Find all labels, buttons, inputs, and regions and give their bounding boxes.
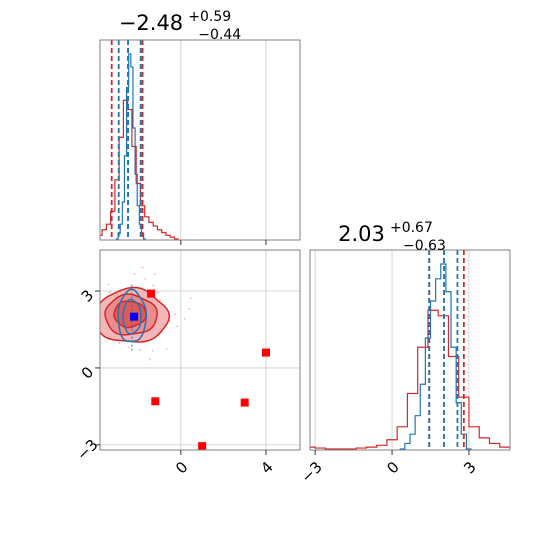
panel-b-scatter-dot — [118, 342, 121, 344]
panel-b-scatter-dot — [138, 349, 141, 352]
panel-c-hist-series-0 — [399, 263, 472, 450]
blue-point — [130, 312, 139, 321]
red-point-1 — [261, 348, 270, 357]
panel-b-scatter-dot — [87, 349, 89, 351]
panel-b-ytick-label-1: 0 — [78, 363, 97, 382]
panel-b-scatter-dot — [133, 272, 136, 275]
panel-joint: 0 4 −3 0 3 — [65, 249, 301, 478]
red-point-2 — [151, 397, 160, 406]
panel-a-title-main: −2.48 — [119, 11, 183, 35]
panel-b-scatter-dot — [151, 349, 154, 352]
panel-c-tick-marks — [314, 450, 470, 455]
panel-b-scatter-dot — [65, 305, 67, 307]
panel-param2-marginal: −3 0 3 2.03 +0.67 −0.63 — [298, 217, 511, 486]
panel-b-scatter-dot — [183, 317, 186, 320]
panel-b-scatter-dot — [96, 285, 98, 287]
panel-b-scatter-dot — [107, 283, 110, 286]
panel-c-histograms — [310, 263, 510, 450]
panel-b-scatter-dot — [174, 313, 177, 315]
panel-b-scatter-dot — [141, 266, 144, 269]
panel-a-title: −2.48 +0.59 −0.44 — [119, 6, 241, 43]
panel-c-xtick-label-2: 3 — [460, 458, 479, 477]
panel-b-scatter-dot — [108, 291, 111, 294]
panel-b-blue-contour-outer — [117, 288, 148, 343]
panel-b-scatter-dot — [148, 358, 151, 361]
panel-c-title-main: 2.03 — [338, 222, 385, 246]
panel-b-scatter-dot — [89, 330, 91, 332]
panel-b-scatter-dot — [78, 329, 80, 331]
panel-b-scatter-dot — [74, 296, 76, 298]
panel-b-scatter-dot — [93, 315, 95, 317]
panel-b-ytick-label-0: −3 — [73, 436, 101, 464]
panel-b-background — [100, 250, 300, 450]
panel-b-scatter-dot — [144, 278, 147, 280]
panel-c-frame — [309, 249, 511, 451]
panel-b-scatter-dot — [80, 339, 82, 341]
panel-b-frame — [99, 249, 301, 451]
panel-c-xtick-label-1: 0 — [383, 458, 402, 477]
red-point-0 — [147, 289, 156, 298]
panel-b-scatter-dot — [188, 308, 191, 310]
panel-a-title-sup: +0.59 — [188, 9, 231, 25]
panel-b-tick-marks — [95, 290, 267, 455]
panel-b-points — [130, 289, 270, 450]
panel-b-scatter-dot — [157, 291, 160, 294]
panel-a-hist-series-1 — [100, 99, 179, 240]
panel-c-title: 2.03 +0.67 −0.63 — [338, 217, 446, 254]
panel-b-scatter-dot — [152, 284, 155, 287]
panel-a-grid — [180, 40, 267, 240]
red-point-3 — [240, 398, 249, 407]
panel-c-background — [310, 250, 510, 450]
panel-b-scatter-dot — [153, 273, 156, 275]
panel-b-scatter-dot — [159, 298, 161, 301]
panel-b-xtick-label-1: 4 — [257, 458, 276, 477]
panel-c-title-sub: −0.63 — [403, 238, 446, 254]
panel-b-scatter-dot — [92, 338, 94, 340]
panel-a-tick-marks — [180, 240, 267, 245]
panel-c-tick-labels: −3 0 3 — [298, 458, 480, 486]
panel-c-title-sup: +0.67 — [390, 220, 433, 236]
panel-b-blue-contour-inner — [122, 298, 142, 335]
panel-b-ytick-label-2: 3 — [78, 286, 97, 305]
panel-a-frame — [99, 39, 301, 241]
panel-a-quantile-lines — [110, 40, 144, 240]
panel-b-scatter-dot — [189, 297, 192, 299]
panel-b-xtick-label-0: 0 — [172, 458, 191, 477]
panel-a-background — [100, 40, 300, 240]
panel-a-title-sub: −0.44 — [198, 27, 241, 43]
red-point-4 — [198, 442, 207, 450]
panel-c-hist-series-1 — [310, 309, 510, 450]
panel-b-scatter-dot — [127, 346, 130, 349]
panel-c-quantile-lines — [428, 250, 465, 450]
panel-param1-marginal: −2.48 +0.59 −0.44 — [99, 6, 301, 245]
panel-b-scatter-dot — [90, 322, 92, 324]
panel-c-xtick-label-0: −3 — [298, 458, 326, 486]
panel-b-scatter-dot — [176, 325, 179, 328]
panel-b-scatter-dot — [165, 347, 168, 350]
